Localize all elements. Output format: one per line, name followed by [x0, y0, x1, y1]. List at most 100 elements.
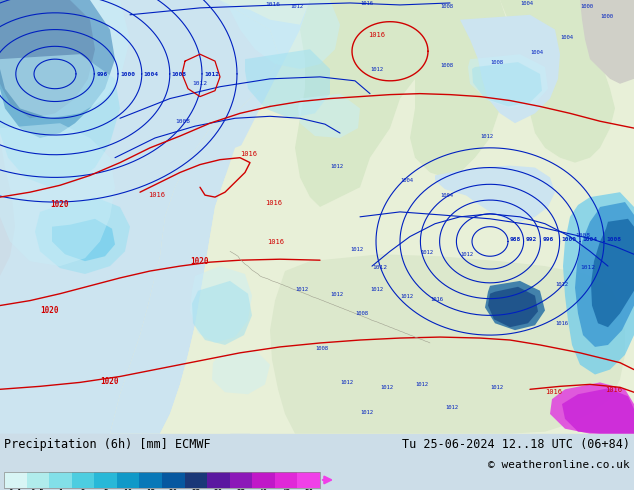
Text: 1012: 1012 [415, 382, 428, 387]
Text: 1004: 1004 [530, 50, 543, 55]
Bar [207, 472, 230, 488]
Text: 1000: 1000 [562, 238, 576, 243]
Text: 1008: 1008 [440, 4, 453, 9]
Polygon shape [270, 254, 625, 434]
Polygon shape [460, 15, 560, 123]
Polygon shape [450, 166, 555, 222]
Text: 1008: 1008 [172, 72, 187, 77]
Text: 1012: 1012 [372, 265, 387, 270]
Text: 20: 20 [169, 489, 178, 490]
Polygon shape [0, 0, 130, 118]
Text: 1012: 1012 [555, 282, 568, 287]
Polygon shape [212, 350, 270, 394]
Polygon shape [295, 0, 420, 207]
Polygon shape [468, 54, 548, 108]
Polygon shape [550, 382, 634, 434]
Polygon shape [160, 128, 320, 434]
Text: Tu 25-06-2024 12..18 UTC (06+84): Tu 25-06-2024 12..18 UTC (06+84) [402, 438, 630, 451]
Text: 1012: 1012 [290, 4, 303, 9]
Text: 1016: 1016 [148, 192, 165, 198]
Text: 1008: 1008 [440, 63, 453, 68]
Text: 1016: 1016 [368, 32, 385, 38]
Text: 1016: 1016 [605, 387, 622, 393]
Text: 10: 10 [124, 489, 133, 490]
Polygon shape [35, 197, 130, 274]
Polygon shape [250, 242, 634, 434]
Bar [184, 472, 207, 488]
Polygon shape [435, 170, 505, 197]
Polygon shape [245, 49, 330, 118]
Text: 996: 996 [96, 72, 107, 77]
Text: 1012: 1012 [295, 287, 308, 292]
Polygon shape [298, 94, 360, 138]
Bar [117, 472, 139, 488]
Text: 1016: 1016 [555, 321, 568, 326]
Text: 1012: 1012 [360, 410, 373, 415]
Text: 1000: 1000 [120, 72, 135, 77]
Polygon shape [0, 0, 95, 118]
Text: 1016: 1016 [265, 200, 282, 206]
Bar [49, 472, 72, 488]
Text: © weatheronline.co.uk: © weatheronline.co.uk [488, 460, 630, 470]
Text: 1012: 1012 [380, 385, 393, 391]
Bar [275, 472, 297, 488]
Text: 1012: 1012 [340, 380, 353, 385]
Text: 1012: 1012 [330, 292, 343, 296]
Text: 40: 40 [259, 489, 268, 490]
Polygon shape [190, 266, 252, 343]
Text: 1016: 1016 [267, 240, 284, 245]
Polygon shape [0, 123, 115, 266]
Bar [230, 472, 252, 488]
Text: 1000: 1000 [600, 14, 613, 19]
Polygon shape [110, 0, 634, 434]
Text: Precipitation (6h) [mm] ECMWF: Precipitation (6h) [mm] ECMWF [4, 438, 210, 451]
Text: 1012: 1012 [192, 81, 207, 86]
Text: 1004: 1004 [582, 238, 597, 243]
Text: 1008: 1008 [606, 238, 621, 243]
Polygon shape [575, 202, 634, 347]
Bar [72, 472, 94, 488]
Bar [297, 472, 320, 488]
Polygon shape [591, 219, 634, 327]
Text: 2: 2 [81, 489, 86, 490]
Bar [252, 472, 275, 488]
Text: 1012: 1012 [480, 134, 493, 139]
Text: 1012: 1012 [445, 405, 458, 410]
Text: 1004: 1004 [144, 72, 158, 77]
Text: 35: 35 [236, 489, 245, 490]
Text: 1008: 1008 [175, 119, 190, 124]
Text: 992: 992 [526, 238, 537, 243]
Text: 30: 30 [214, 489, 223, 490]
Bar [4, 472, 320, 488]
Text: 45: 45 [281, 489, 291, 490]
Text: 1020: 1020 [50, 200, 68, 209]
Text: 988: 988 [510, 238, 521, 243]
Text: 1012: 1012 [204, 72, 219, 77]
Text: 5: 5 [103, 489, 108, 490]
Text: 1020: 1020 [190, 257, 209, 266]
Text: 1012: 1012 [490, 385, 503, 391]
Polygon shape [0, 0, 280, 434]
Text: 1016: 1016 [265, 2, 280, 7]
Bar [27, 472, 49, 488]
Text: 1004: 1004 [400, 178, 413, 183]
Text: 1: 1 [58, 489, 63, 490]
Text: 1020: 1020 [100, 377, 119, 387]
Text: 25: 25 [191, 489, 200, 490]
Text: 1008: 1008 [315, 346, 328, 351]
Text: 1004: 1004 [440, 193, 453, 198]
Text: 1004: 1004 [560, 35, 573, 40]
Polygon shape [52, 219, 115, 261]
Text: 1004: 1004 [520, 1, 533, 6]
Bar [4, 472, 27, 488]
Polygon shape [488, 287, 538, 327]
Text: 1000: 1000 [580, 4, 593, 9]
Polygon shape [563, 192, 634, 374]
Text: 1008: 1008 [490, 60, 503, 65]
Bar [162, 472, 184, 488]
Text: 1012: 1012 [460, 252, 473, 257]
Bar [139, 472, 162, 488]
Text: 1012: 1012 [370, 67, 383, 72]
Polygon shape [110, 0, 310, 434]
Polygon shape [500, 0, 615, 163]
